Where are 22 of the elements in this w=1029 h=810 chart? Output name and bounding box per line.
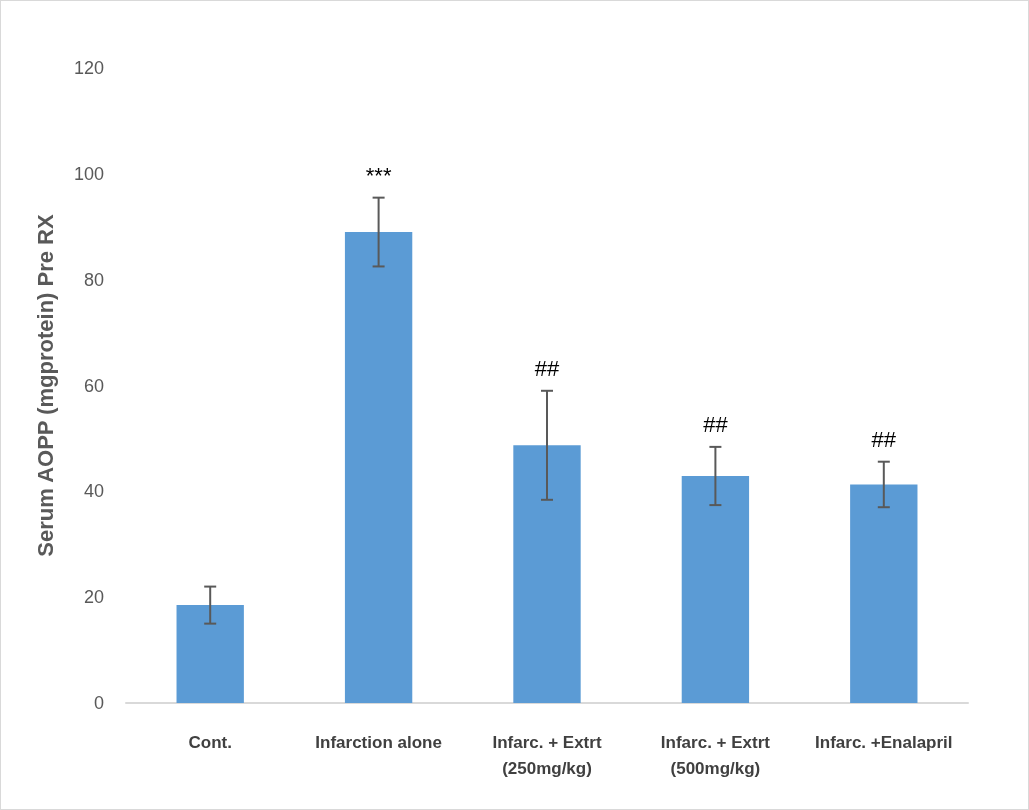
bar [344, 232, 413, 703]
y-tick-label: 100 [73, 163, 104, 184]
bar [850, 484, 918, 703]
x-tick-label: Infarction alone [315, 732, 442, 752]
y-tick-label: 20 [83, 587, 104, 608]
bar [681, 475, 750, 703]
annotation: ## [703, 412, 729, 438]
annotation: ## [534, 356, 560, 382]
y-axis-title: Serum AOPP (mgprotein) Pre RX [32, 214, 58, 557]
x-tick-label: Infarc. +Enalapril [815, 732, 953, 752]
y-tick-label: 40 [83, 481, 104, 502]
y-tick-label: 80 [83, 269, 104, 290]
annotation: *** [365, 163, 392, 189]
y-tick-label: 60 [83, 375, 104, 396]
y-tick-label: 120 [73, 58, 104, 78]
annotation: ## [871, 427, 897, 453]
bar [176, 605, 244, 703]
x-tick-label: Infarc. + Extrt (500mg/kg) [660, 732, 771, 778]
bar [513, 445, 581, 703]
x-tick-label: Cont. [188, 732, 232, 752]
x-tick-label: Infarc. + Extrt (250mg/kg) [492, 732, 602, 778]
y-tick-label: 0 [93, 693, 104, 713]
